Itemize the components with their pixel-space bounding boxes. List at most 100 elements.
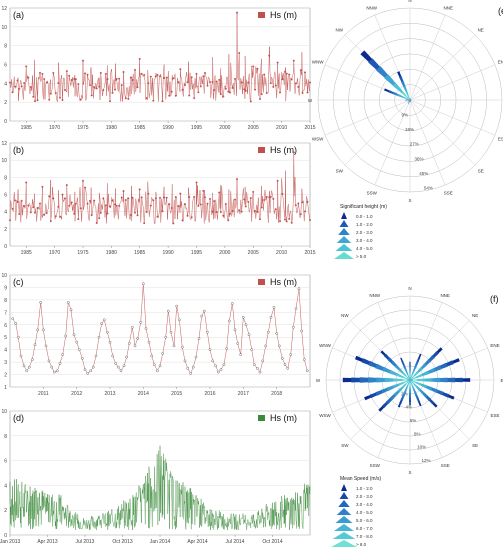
x-tick-label: 1985 [21,125,32,131]
data-point [52,197,55,200]
direction-label: S [408,198,411,203]
data-point [299,69,302,72]
legend-label: 2.0 - 3.0 [356,494,373,499]
rose-petal [404,380,410,383]
x-tick-label: 1985 [134,250,145,256]
data-point [47,359,51,363]
legend-swatch [336,508,352,515]
x-tick-label: 2012 [71,391,82,397]
panel-label: (c) [13,277,24,287]
data-point [219,93,222,96]
panel-label: (e) [498,6,503,16]
data-point [177,81,180,84]
data-point [147,340,151,344]
plot-frame [9,274,311,388]
legend-swatch [338,228,350,235]
x-tick-label: 2014 [138,391,149,397]
data-point [41,72,44,75]
data-point [77,218,80,221]
data-point [36,328,40,332]
data-point [124,97,127,100]
data-point [124,198,127,201]
data-point [111,354,114,358]
data-point [290,221,293,224]
data-point [74,202,77,205]
data-point [70,78,73,81]
x-tick-label: 1990 [163,250,174,256]
direction-label: WSW [312,136,324,141]
x-tick-label: Jan 2014 [150,539,171,545]
data-point [20,85,23,88]
data-point [78,348,81,352]
data-point [186,366,189,370]
panel-5: NNNENEENEEESESESSESSSWSWWSWWWNWNWNNW2%4%… [316,286,503,547]
data-point [235,11,238,14]
data-point [175,304,178,308]
data-point [120,84,123,87]
data-point [149,75,152,78]
y-tick-label: 8 [4,298,7,304]
data-point [227,90,230,93]
data-point [106,330,109,334]
direction-label: SSE [441,463,450,468]
data-point [161,100,164,103]
data-point [25,181,28,184]
data-point [19,354,23,358]
data-point [218,78,221,81]
data-point [43,77,46,80]
data-point [265,195,268,198]
legend-label: 0.0 - 1.0 [356,214,373,219]
data-point [255,366,259,370]
data-point [294,204,297,207]
x-tick-label: 2015 [171,391,182,397]
direction-label: ESE [490,413,499,418]
data-point [39,202,42,205]
data-point [67,301,70,304]
y-tick-label: 2 [4,508,7,514]
data-point [119,369,123,373]
direction-label: NNE [444,6,454,11]
data-point [86,371,89,375]
data-point [292,151,295,154]
direction-label: W [308,98,313,103]
data-point [294,307,298,310]
data-point [215,80,218,83]
data-point [103,318,106,322]
rose-petal [409,100,410,101]
data-point [222,95,225,98]
ring-label: 27% [410,142,419,147]
data-point [54,215,57,218]
data-point [288,73,291,76]
legend-label: Hs (m) [270,145,297,155]
direction-label: NE [472,313,478,318]
data-point [205,330,209,334]
data-point [172,344,176,348]
data-point [241,315,245,319]
data-point [113,203,116,206]
data-point [252,65,255,68]
data-point [141,282,145,286]
data-point [48,195,51,198]
data-point [297,287,301,291]
ring-label: 12% [421,458,430,463]
data-point [20,199,23,202]
data-point [294,82,297,85]
data-point [33,343,37,347]
data-point [291,325,295,329]
legend-label: 1.0 - 2.0 [356,486,373,491]
data-point [63,88,66,91]
data-point [115,77,118,80]
data-point [13,85,16,88]
data-point [144,327,148,330]
y-tick-label: 6 [4,459,7,465]
data-point [228,91,231,94]
data-point [68,74,71,77]
data-point [48,98,51,101]
y-tick-label: 5 [4,335,7,341]
data-point [56,369,59,373]
data-point [59,215,62,218]
legend-label: 5.0 - 6.0 [356,518,373,523]
data-point [152,199,155,202]
data-point [45,212,48,215]
